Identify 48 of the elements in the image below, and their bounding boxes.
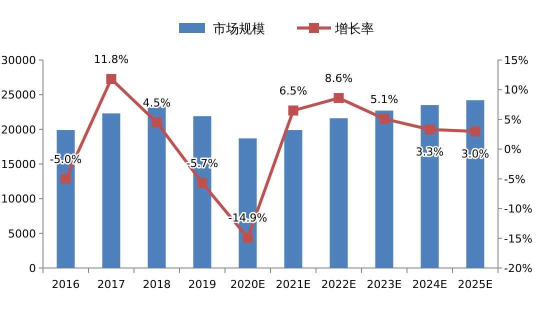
x-tick-label: 2016	[52, 278, 80, 291]
point	[288, 106, 298, 116]
y2-tick-label: 0%	[504, 143, 522, 156]
y2-tick-label: -5%	[504, 172, 526, 186]
x-tick-label: 2025E	[458, 278, 493, 291]
bar	[375, 110, 394, 268]
point	[424, 124, 435, 135]
bar	[284, 130, 302, 268]
point	[334, 93, 344, 104]
point	[197, 178, 208, 188]
data-label: 4.5%	[142, 96, 171, 110]
point	[152, 117, 162, 128]
data-label: 5.1%	[370, 92, 398, 106]
x-tick-label: 2022E	[321, 278, 356, 291]
bar	[330, 118, 348, 268]
point	[379, 114, 390, 124]
y2-tick-label: 10%	[504, 84, 528, 97]
x-tick-label: 2021E	[276, 278, 311, 291]
y-tick-label: 5000	[8, 227, 36, 240]
x-tick-label: 2018	[142, 278, 171, 291]
legend-label: 增长率	[334, 21, 374, 37]
y2-tick-label: -10%	[504, 202, 532, 216]
data-label: -14.9%	[228, 212, 268, 225]
bar	[102, 113, 120, 268]
point	[242, 232, 253, 243]
y2-tick-label: -15%	[504, 232, 532, 246]
bar	[148, 106, 166, 268]
data-label: 6.5%	[279, 84, 308, 98]
y-tick-label: 10000	[1, 192, 36, 206]
y-tick-label: 25000	[1, 88, 36, 102]
legend-label: 市场规模	[213, 22, 265, 37]
data-label: 8.6%	[324, 72, 353, 86]
y-tick-label: 30000	[1, 54, 36, 67]
y2-tick-label: 5%	[504, 113, 522, 126]
y-tick-label: 20000	[1, 123, 36, 136]
x-tick-label: 2024E	[412, 278, 448, 291]
x-tick-label: 2017	[97, 278, 126, 291]
point	[470, 126, 480, 136]
y-tick-label: 15000	[1, 158, 36, 171]
point	[106, 74, 116, 84]
y-tick-label: 0	[29, 262, 36, 275]
x-tick-label: 2020E	[230, 278, 266, 291]
x-tick-label: 2023E	[366, 278, 402, 291]
data-label: 11.8%	[94, 53, 129, 66]
point	[60, 174, 71, 184]
y2-tick-label: -20%	[504, 262, 532, 275]
y2-tick-label: 15%	[504, 54, 528, 67]
x-tick-label: 2019	[188, 278, 216, 291]
